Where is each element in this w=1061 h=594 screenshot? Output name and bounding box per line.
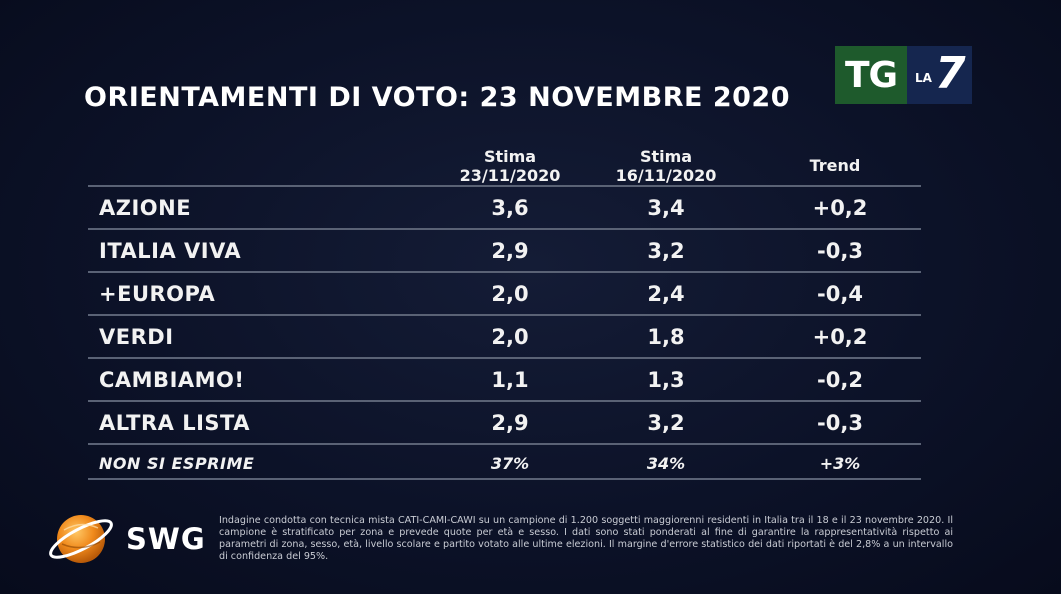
estimate-current: 2,0	[491, 325, 529, 349]
trend-value: -0,3	[817, 239, 863, 263]
party-name: CAMBIAMO!	[99, 368, 245, 392]
table-divider	[88, 185, 921, 187]
column-header-estimate-current: Stima 23/11/2020	[440, 147, 580, 185]
table-row: CAMBIAMO! 1,1 1,3 -0,2	[88, 361, 921, 401]
estimate-previous: 1,8	[647, 325, 685, 349]
table-row: +EUROPA 2,0 2,4 -0,4	[88, 275, 921, 315]
estimate-current: 3,6	[491, 196, 529, 220]
estimate-previous: 34%	[646, 454, 686, 473]
table-row: ITALIA VIVA 2,9 3,2 -0,3	[88, 232, 921, 272]
party-name: AZIONE	[99, 196, 192, 220]
party-name: ALTRA LISTA	[99, 411, 250, 435]
estimate-previous: 2,4	[647, 282, 685, 306]
table-row: AZIONE 3,6 3,4 +0,2	[88, 189, 921, 229]
swg-label: SWG	[126, 522, 206, 556]
column-header-estimate-previous-line2: 16/11/2020	[615, 166, 717, 185]
table-divider	[88, 478, 921, 480]
trend-value: -0,3	[817, 411, 863, 435]
column-header-estimate-previous-line1: Stima	[639, 147, 693, 166]
trend-value: +0,2	[812, 325, 868, 349]
page-title: ORIENTAMENTI DI VOTO: 23 NOVEMBRE 2020	[84, 82, 790, 113]
party-name: NON SI ESPRIME	[99, 454, 255, 473]
table-divider	[88, 400, 921, 402]
column-header-estimate-current-line1: Stima	[483, 147, 537, 166]
estimate-previous: 3,2	[647, 239, 685, 263]
estimate-previous: 3,2	[647, 411, 685, 435]
estimate-previous: 3,4	[647, 196, 685, 220]
party-name: +EUROPA	[99, 282, 216, 306]
estimate-current: 2,9	[491, 411, 529, 435]
trend-value: +3%	[819, 454, 861, 473]
column-header-estimate-previous: Stima 16/11/2020	[596, 147, 736, 185]
tg-la7-logo: TG LA 7	[835, 46, 972, 104]
table-divider	[88, 443, 921, 445]
trend-value: +0,2	[812, 196, 868, 220]
column-header-trend: Trend	[809, 156, 861, 175]
table-divider	[88, 228, 921, 230]
table-row: NON SI ESPRIME 37% 34% +3%	[88, 443, 921, 483]
la7-logo-block: LA 7	[907, 46, 972, 104]
table-row: VERDI 2,0 1,8 +0,2	[88, 318, 921, 358]
table-divider	[88, 357, 921, 359]
seven-logo-text: 7	[935, 48, 966, 99]
party-name: ITALIA VIVA	[99, 239, 242, 263]
table-row: ALTRA LISTA 2,9 3,2 -0,3	[88, 404, 921, 444]
estimate-previous: 1,3	[647, 368, 685, 392]
trend-value: -0,4	[817, 282, 863, 306]
trend-value: -0,2	[817, 368, 863, 392]
column-header-estimate-current-line2: 23/11/2020	[459, 166, 561, 185]
table-divider	[88, 314, 921, 316]
swg-globe-icon	[49, 515, 113, 563]
party-name: VERDI	[99, 325, 174, 349]
estimate-current: 1,1	[491, 368, 529, 392]
estimate-current: 2,9	[491, 239, 529, 263]
la-logo-text: LA	[915, 71, 932, 85]
methodology-footnote: Indagine condotta con tecnica mista CATI…	[219, 515, 953, 562]
tg-logo-text: TG	[835, 46, 907, 104]
swg-logo: SWG	[44, 508, 206, 570]
estimate-current: 2,0	[491, 282, 529, 306]
estimate-current: 37%	[490, 454, 530, 473]
table-divider	[88, 271, 921, 273]
